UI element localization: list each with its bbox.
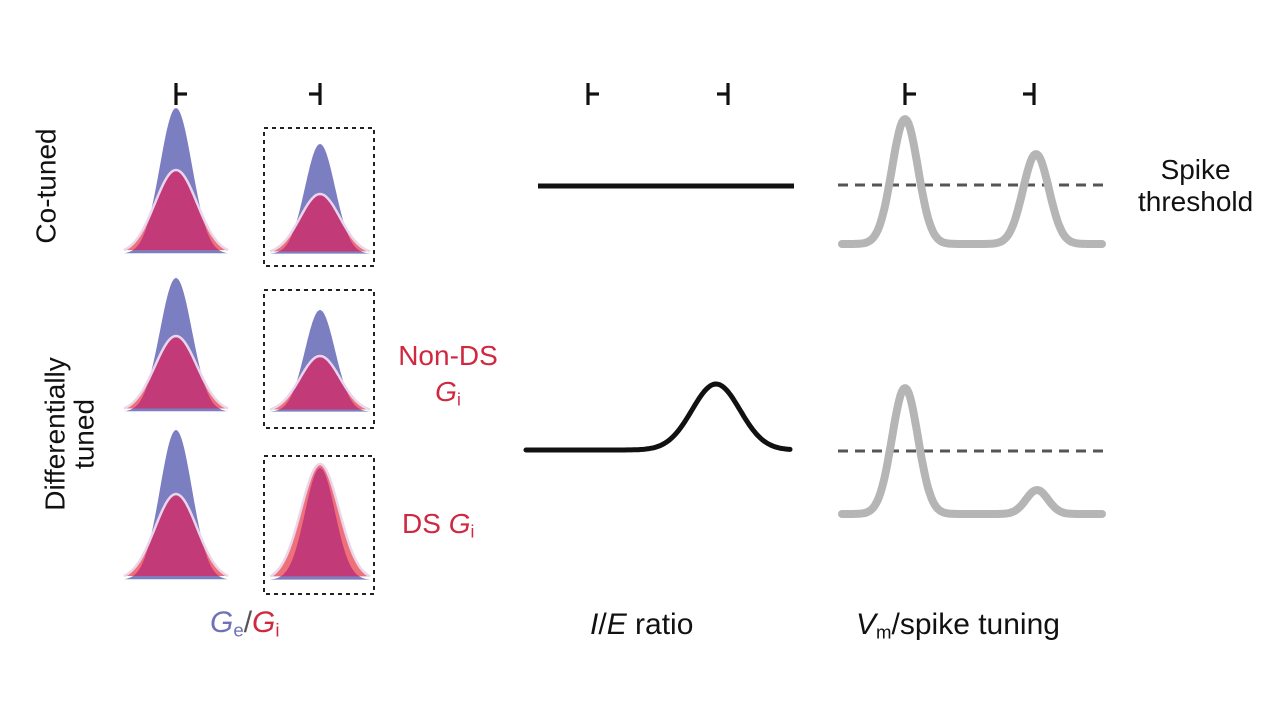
- profile-co-tuned-null: [269, 144, 371, 254]
- inhibition-outline: [123, 492, 229, 578]
- vm-trace-differential: [838, 384, 1106, 518]
- ds-gi-label: DS Gi: [402, 508, 475, 542]
- null-direction-icon: [1023, 83, 1036, 105]
- box-co-tuned: [263, 127, 375, 267]
- profile-ds-null: [269, 462, 371, 580]
- overlap-profile: [124, 494, 228, 576]
- ie-ratio-label: I/E ratio: [590, 608, 694, 641]
- vm-traces: [838, 115, 1108, 518]
- inhibition-outline: [123, 168, 229, 252]
- ie-peaked-line: [523, 381, 793, 453]
- inhibition-outline: [269, 462, 371, 578]
- inhibition-outline: [269, 192, 371, 253]
- spike-threshold-label: Spike threshold: [1138, 154, 1254, 218]
- row-label-differentially-tuned: Differentially tuned: [39, 357, 100, 511]
- ie-ratio-traces: [523, 183, 794, 453]
- inhibition-outline: [269, 354, 371, 411]
- null-direction-icon: [309, 83, 322, 105]
- profile-ds-preferred: [123, 430, 229, 580]
- overlap-profile: [124, 170, 228, 251]
- profile-co-tuned-preferred: [123, 108, 229, 254]
- null-direction-boxes: [263, 127, 375, 595]
- row-label-co-tuned: Co-tuned: [30, 128, 62, 244]
- overlap-profile: [124, 336, 228, 409]
- box-nonds: [263, 289, 375, 429]
- preferred-direction-icon: [174, 83, 187, 105]
- profile-nonds-null: [269, 310, 371, 412]
- null-direction-icon: [717, 83, 730, 105]
- vm-spike-tuning-label: Vm/spike tuning: [856, 608, 1060, 643]
- preferred-direction-icon: [903, 83, 916, 105]
- overlap-profile: [270, 356, 370, 410]
- vm-trace-co-tuned: [838, 115, 1106, 248]
- box-ds: [263, 455, 375, 595]
- inhibition-outline: [123, 334, 229, 410]
- ge-gi-label: Ge/Gi: [210, 606, 280, 641]
- non-ds-gi-label: Non-DS Gi: [398, 340, 498, 410]
- profile-nonds-preferred: [123, 278, 229, 412]
- preferred-direction-icon: [586, 83, 599, 105]
- direction-markers: [174, 83, 1036, 105]
- conductance-profiles: [123, 108, 371, 580]
- overlap-profile: [270, 194, 370, 252]
